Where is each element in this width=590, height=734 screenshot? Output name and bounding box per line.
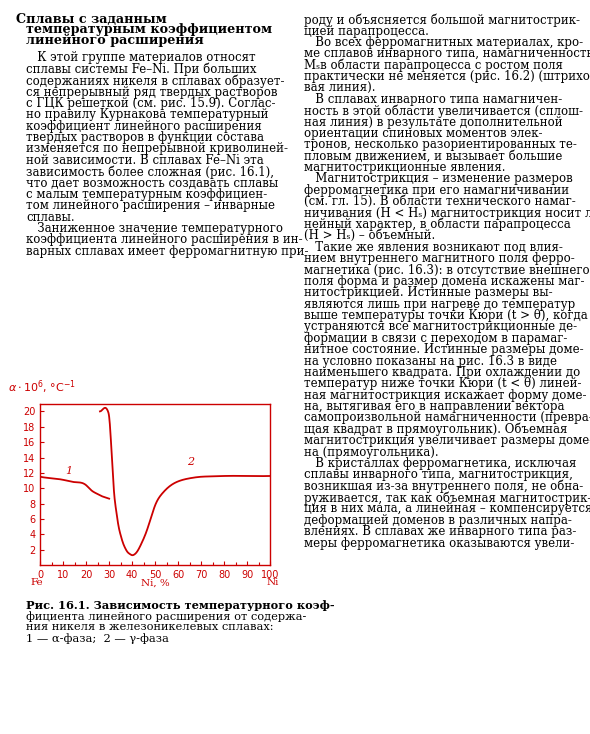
Text: самопроизвольной намагниченности (превра-: самопроизвольной намагниченности (превра…: [304, 411, 590, 424]
Text: фициента линейного расширения от содержа-: фициента линейного расширения от содержа…: [26, 611, 306, 622]
Text: ничивания (H < Hₛ) магнитострикция носит ли-: ничивания (H < Hₛ) магнитострикция носит…: [304, 207, 590, 219]
Text: температур ниже точки Кюри (t < θ) линей-: температур ниже точки Кюри (t < θ) линей…: [304, 377, 581, 390]
Text: $\alpha \cdot 10^6$, °C$^{-1}$: $\alpha \cdot 10^6$, °C$^{-1}$: [8, 378, 76, 396]
Text: ся непрерывный ряд твердых растворов: ся непрерывный ряд твердых растворов: [26, 85, 277, 98]
Text: Ni, %: Ni, %: [141, 578, 169, 587]
Text: содержаниях никеля в сплавах образует-: содержаниях никеля в сплавах образует-: [26, 74, 284, 87]
Text: сплавы системы Fe–Ni. При больших: сплавы системы Fe–Ni. При больших: [26, 62, 257, 76]
Text: магнитострикция увеличивает размеры доме-: магнитострикция увеличивает размеры доме…: [304, 435, 590, 447]
Text: 1 — α-фаза;  2 — γ-фаза: 1 — α-фаза; 2 — γ-фаза: [26, 633, 169, 644]
Text: Сплавы с заданным: Сплавы с заданным: [16, 13, 167, 26]
Text: пловым движением, и вызывает большие: пловым движением, и вызывает большие: [304, 150, 562, 163]
Text: формации в связи с переходом в парамаг-: формации в связи с переходом в парамаг-: [304, 332, 567, 345]
Text: варных сплавах имеет ферромагнитную при-: варных сплавах имеет ферромагнитную при-: [26, 244, 309, 258]
Text: твердых растворов в функции состава: твердых растворов в функции состава: [26, 131, 264, 144]
Text: 1: 1: [65, 466, 73, 476]
Text: руживается, так как объемная магнитострик-: руживается, так как объемная магнитостри…: [304, 491, 590, 504]
Text: сплавы.: сплавы.: [26, 211, 74, 224]
Text: практически не меняется (рис. 16.2) (штрихо-: практически не меняется (рис. 16.2) (штр…: [304, 70, 590, 83]
Text: зависимость более сложная (рис. 16.1),: зависимость более сложная (рис. 16.1),: [26, 165, 274, 178]
Text: с малым температурным коэффициен-: с малым температурным коэффициен-: [26, 188, 267, 201]
Text: К этой группе материалов относят: К этой группе материалов относят: [26, 51, 255, 65]
Text: нейный характер, в области парапроцесса: нейный характер, в области парапроцесса: [304, 218, 571, 231]
Text: ме сплавов инварного типа, намагниченность: ме сплавов инварного типа, намагниченнос…: [304, 47, 590, 60]
Text: температурным коэффициентом: температурным коэффициентом: [26, 23, 272, 37]
Text: наименьшего квадрата. При охлаждении до: наименьшего квадрата. При охлаждении до: [304, 366, 580, 379]
Text: В кристаллах ферромагнетика, исключая: В кристаллах ферромагнетика, исключая: [304, 457, 576, 470]
Text: линейного расширения: линейного расширения: [26, 34, 204, 47]
Text: Такие же явления возникают под влия-: Такие же явления возникают под влия-: [304, 241, 563, 254]
Text: изменяется по непрерывной криволиней-: изменяется по непрерывной криволиней-: [26, 142, 288, 156]
Text: Рис. 16.1. Зависимость температурного коэф-: Рис. 16.1. Зависимость температурного ко…: [26, 600, 335, 611]
Text: коэффициента линейного расширения в ин-: коэффициента линейного расширения в ин-: [26, 233, 303, 247]
Text: роду и объясняется большой магнитострик-: роду и объясняется большой магнитострик-: [304, 13, 580, 26]
Text: ность в этой области увеличивается (сплош-: ность в этой области увеличивается (спло…: [304, 104, 583, 117]
Text: 2: 2: [188, 457, 195, 468]
Text: (см. гл. 15). В области технического намаг-: (см. гл. 15). В области технического нам…: [304, 195, 576, 208]
Text: влениях. В сплавах же инварного типа раз-: влениях. В сплавах же инварного типа раз…: [304, 526, 576, 538]
Text: возникшая из-за внутреннего поля, не обна-: возникшая из-за внутреннего поля, не обн…: [304, 480, 583, 493]
Text: Во всех ферромагнитных материалах, кро-: Во всех ферромагнитных материалах, кро-: [304, 36, 583, 49]
Text: выше температуры точки Кюри (t > θ), когда: выше температуры точки Кюри (t > θ), ког…: [304, 309, 588, 322]
Text: цией парапроцесса.: цией парапроцесса.: [304, 24, 429, 37]
Text: тронов, несколько разориентированных те-: тронов, несколько разориентированных те-: [304, 139, 577, 151]
Text: нитострикцией. Истинные размеры вы-: нитострикцией. Истинные размеры вы-: [304, 286, 552, 299]
Text: ная магнитострикция искажает форму доме-: ная магнитострикция искажает форму доме-: [304, 389, 586, 401]
Text: ция в них мала, а линейная – компенсируется: ция в них мала, а линейная – компенсируе…: [304, 502, 590, 515]
Text: коэффициент линейного расширения: коэффициент линейного расширения: [26, 120, 262, 133]
Text: устраняются все магнитострикционные де-: устраняются все магнитострикционные де-: [304, 320, 577, 333]
Text: поля форма и размер домена искажены маг-: поля форма и размер домена искажены маг-: [304, 275, 584, 288]
Text: на, вытягивая его в направлении вектора: на, вытягивая его в направлении вектора: [304, 400, 565, 413]
Text: что дает возможность создавать сплавы: что дает возможность создавать сплавы: [26, 176, 278, 189]
Text: Ni: Ni: [267, 578, 279, 587]
Text: магнетика (рис. 16.3): в отсутствие внешнего: магнетика (рис. 16.3): в отсутствие внеш…: [304, 264, 589, 277]
Text: нитное состояние. Истинные размеры доме-: нитное состояние. Истинные размеры доме-: [304, 344, 584, 356]
Text: том линейного расширения – инварные: том линейного расширения – инварные: [26, 199, 275, 212]
Text: меры ферромагнетика оказываются увели-: меры ферромагнетика оказываются увели-: [304, 537, 574, 550]
Text: (H > Hₛ) – объемный.: (H > Hₛ) – объемный.: [304, 229, 435, 242]
Text: ориентации спиновых моментов элек-: ориентации спиновых моментов элек-: [304, 127, 542, 140]
Text: Fe: Fe: [31, 578, 44, 587]
Text: на условно показаны на рис. 16.3 в виде: на условно показаны на рис. 16.3 в виде: [304, 355, 557, 368]
Text: Магнитострикция – изменение размеров: Магнитострикция – изменение размеров: [304, 172, 573, 186]
Text: Заниженное значение температурного: Заниженное значение температурного: [26, 222, 283, 235]
Text: на (прямоугольника).: на (прямоугольника).: [304, 446, 438, 459]
Text: но правилу Курнакова температурный: но правилу Курнакова температурный: [26, 108, 268, 121]
Text: сплавы инварного типа, магнитострикция,: сплавы инварного типа, магнитострикция,: [304, 468, 573, 482]
Text: В сплавах инварного типа намагничен-: В сплавах инварного типа намагничен-: [304, 93, 562, 106]
Text: ния никеля в железоникелевых сплавах:: ния никеля в железоникелевых сплавах:: [26, 622, 273, 632]
Text: нием внутреннего магнитного поля ферро-: нием внутреннего магнитного поля ферро-: [304, 252, 575, 265]
Text: Мₛв области парапроцесса с ростом поля: Мₛв области парапроцесса с ростом поля: [304, 59, 563, 72]
Text: являются лишь при нагреве до температур: являются лишь при нагреве до температур: [304, 298, 575, 310]
Text: деформацией доменов в различных напра-: деформацией доменов в различных напра-: [304, 514, 572, 527]
Text: ная линия) в результате дополнительной: ная линия) в результате дополнительной: [304, 116, 562, 128]
Text: с ГЦК решеткой (см. рис. 15.9). Соглас-: с ГЦК решеткой (см. рис. 15.9). Соглас-: [26, 97, 276, 110]
Text: магнитострикционные явления.: магнитострикционные явления.: [304, 161, 506, 174]
Text: вая линия).: вая линия).: [304, 81, 375, 95]
Text: щая квадрат в прямоугольник). Объемная: щая квадрат в прямоугольник). Объемная: [304, 423, 567, 436]
Text: ферромагнетика при его намагничивании: ферромагнетика при его намагничивании: [304, 184, 569, 197]
Text: ной зависимости. В сплавах Fe–Ni эта: ной зависимости. В сплавах Fe–Ni эта: [26, 154, 264, 167]
